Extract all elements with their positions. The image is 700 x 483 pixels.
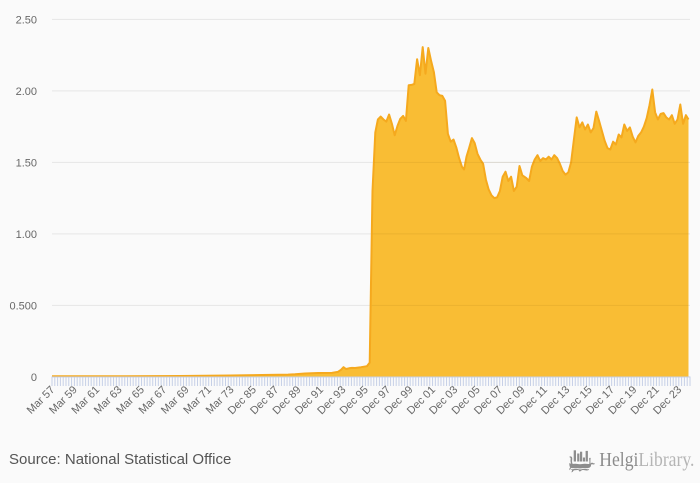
svg-text:Source: National Statistical O: Source: National Statistical Office	[9, 451, 231, 468]
svg-text:1.00: 1.00	[16, 229, 37, 241]
svg-text:0.500: 0.500	[9, 300, 37, 312]
svg-text:HelgiLibrary.: HelgiLibrary.	[599, 449, 694, 471]
svg-text:2.00: 2.00	[16, 86, 37, 98]
svg-text:0: 0	[31, 372, 37, 384]
svg-text:2.50: 2.50	[16, 14, 37, 26]
svg-text:1.50: 1.50	[16, 157, 37, 169]
